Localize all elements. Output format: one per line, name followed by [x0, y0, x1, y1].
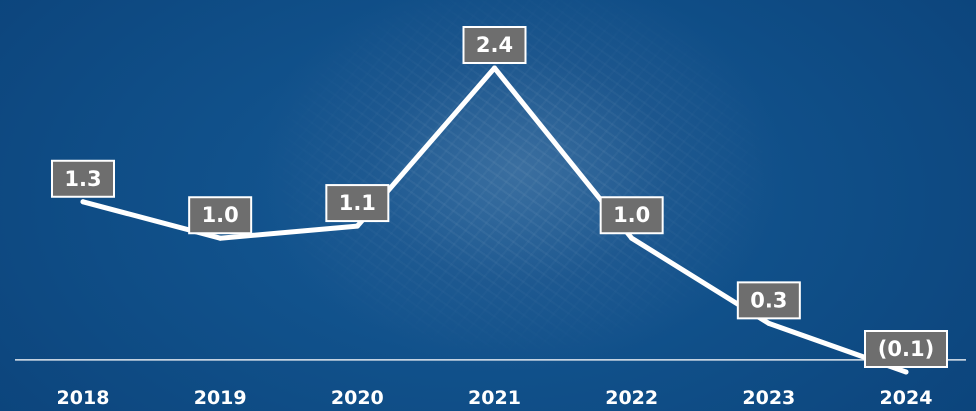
x-tick-label-2022: 2022	[605, 387, 658, 409]
x-axis-ticks: 2018 2019 2020 2021 2022 2023 2024	[57, 387, 933, 409]
data-label-2018: 1.3	[51, 159, 115, 198]
data-label-text: 2.4	[476, 33, 513, 57]
x-tick-label-2018: 2018	[57, 387, 110, 409]
data-labels: 1.3 1.0 1.1 2.4 1.0 0.3 (0.1)	[51, 26, 948, 368]
data-label-box	[462, 26, 527, 64]
data-label-text: (0.1)	[878, 337, 934, 361]
data-label-text: 1.0	[613, 203, 650, 227]
x-tick-label-2024: 2024	[880, 387, 933, 409]
x-tick-label-2019: 2019	[194, 387, 247, 409]
data-label-2019: 1.0	[188, 196, 253, 235]
data-label-box	[188, 196, 253, 235]
x-tick-label-2020: 2020	[331, 387, 384, 409]
x-tick-label-2021: 2021	[468, 387, 521, 409]
data-label-box	[864, 330, 948, 368]
data-label-box	[599, 196, 664, 235]
data-label-box	[325, 184, 390, 223]
data-point-2024	[903, 369, 909, 375]
data-point-2019	[217, 235, 223, 241]
x-tick-label-2023: 2023	[742, 387, 795, 409]
data-label-text: 0.3	[750, 288, 787, 312]
data-label-2020: 1.1	[325, 184, 390, 223]
data-label-2024: (0.1)	[864, 330, 948, 368]
data-point-2022	[629, 235, 635, 241]
data-label-box	[51, 159, 115, 198]
data-point-2020	[354, 223, 360, 229]
data-label-text: 1.0	[202, 203, 239, 227]
data-label-2023: 0.3	[736, 281, 801, 320]
data-point-2021	[492, 65, 497, 71]
data-label-box	[736, 281, 801, 320]
data-label-2022: 1.0	[599, 196, 664, 235]
data-label-text: 1.1	[339, 191, 376, 215]
data-label-2021: 2.4	[462, 26, 527, 64]
data-label-text: 1.3	[64, 167, 101, 191]
data-point-2018	[80, 199, 86, 205]
data-point-2023	[766, 320, 772, 326]
